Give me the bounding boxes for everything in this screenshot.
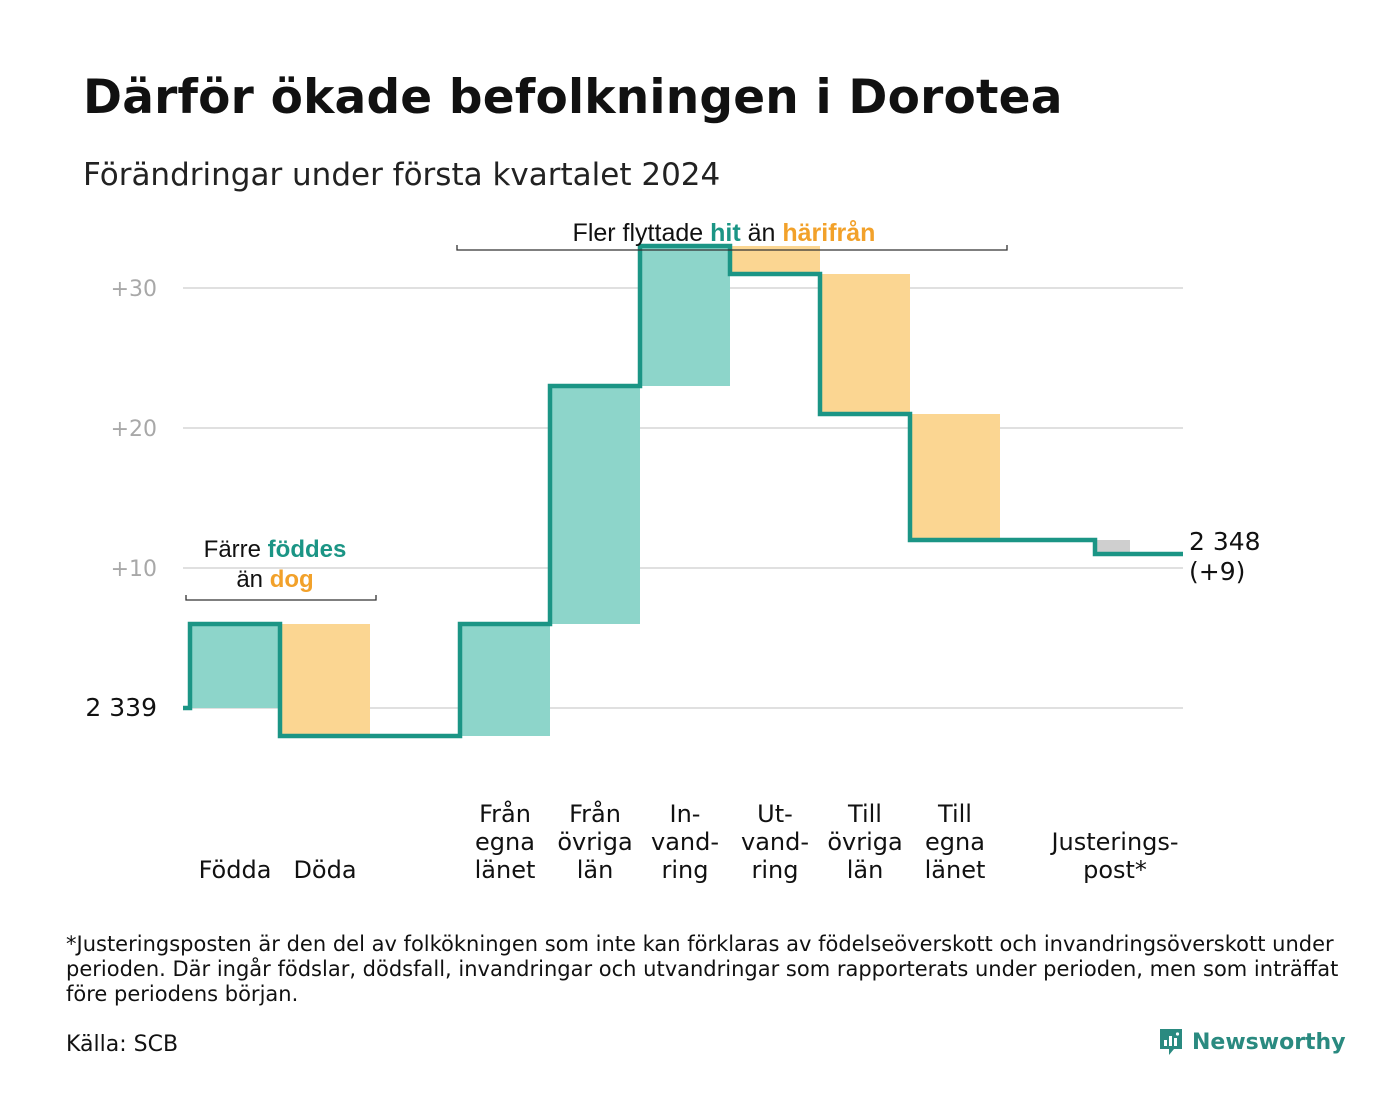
category-label: ring — [752, 856, 799, 884]
category-label: Till — [847, 800, 882, 828]
bar-in — [550, 386, 640, 624]
annotation-natural-bracket — [185, 595, 377, 601]
bar-adjust — [1095, 540, 1130, 554]
category-label: In- — [670, 800, 701, 828]
category-label: Födda — [199, 856, 272, 884]
bar-out — [820, 274, 910, 414]
start-value-label: 2 339 — [85, 693, 157, 722]
category-label: Från — [569, 799, 621, 828]
category-label: egna — [475, 828, 535, 856]
category-label: vand- — [651, 828, 719, 856]
bar-in — [640, 246, 730, 386]
chart-subtitle: Förändringar under första kvartalet 2024 — [83, 157, 721, 193]
category-label: Ut- — [757, 800, 793, 828]
bar-out — [910, 414, 1000, 540]
chart-title: Därför ökade befolkningen i Dorotea — [83, 70, 1063, 125]
y-tick-label: +10 — [111, 557, 157, 582]
category-label: län — [847, 856, 884, 884]
brand-name: Newsworthy — [1192, 1029, 1346, 1055]
annotation-natural-line2: än dog — [236, 566, 313, 593]
category-label: Från — [479, 799, 531, 828]
bar-in — [460, 624, 550, 736]
bar-out — [280, 624, 370, 736]
category-label: länet — [925, 856, 986, 884]
category-label: län — [577, 856, 614, 884]
y-tick-label: +20 — [111, 417, 157, 442]
brand-logo[interactable]: Newsworthy — [1158, 1027, 1346, 1057]
y-tick-label: +30 — [111, 277, 157, 302]
category-label: övriga — [827, 828, 902, 856]
newsworthy-logo-icon — [1160, 1029, 1182, 1055]
category-label: Justerings- — [1049, 828, 1178, 856]
annotation-natural-line1: Färre föddes — [204, 536, 347, 563]
footnote: *Justeringsposten är den del av folkökni… — [66, 932, 1339, 1006]
bar-in — [190, 624, 280, 708]
source-note: Källa: SCB — [66, 1032, 179, 1057]
category-label: egna — [925, 828, 985, 856]
annotation-migration: Fler flyttade hit än härifrån — [573, 219, 876, 247]
category-label: Döda — [293, 856, 356, 884]
category-label: post* — [1083, 856, 1147, 884]
category-label: vand- — [741, 828, 809, 856]
end-change-label: (+9) — [1189, 557, 1245, 586]
category-label: övriga — [557, 828, 632, 856]
level-line — [183, 243, 1183, 739]
end-value-label: 2 348 — [1189, 527, 1261, 556]
category-label: länet — [475, 856, 536, 884]
bar-out — [730, 246, 820, 274]
category-label: Till — [937, 800, 972, 828]
annotation-migration-bracket — [456, 245, 1008, 251]
category-label: ring — [662, 856, 709, 884]
